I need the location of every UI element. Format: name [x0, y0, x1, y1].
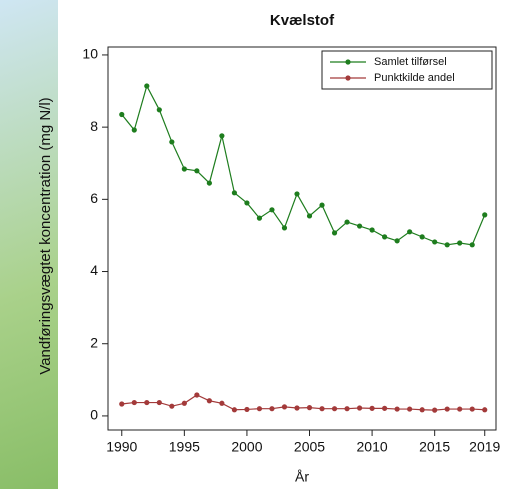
x-tick-label: 2000: [231, 439, 262, 455]
data-point: [231, 190, 238, 196]
data-point: [131, 399, 137, 406]
data-point: [206, 398, 212, 404]
data-point: [181, 400, 187, 406]
data-point: [219, 133, 225, 139]
y-tick-label: 2: [90, 334, 98, 350]
data-point: [156, 399, 162, 406]
data-point: [269, 207, 275, 213]
data-point: [319, 406, 325, 412]
data-point: [394, 238, 400, 244]
data-point: [469, 406, 475, 412]
x-tick-label: 1995: [169, 439, 200, 455]
data-point: [306, 213, 313, 219]
data-point: [256, 215, 263, 221]
y-tick-label: 6: [90, 190, 98, 206]
data-point: [194, 392, 200, 398]
data-point: [144, 83, 150, 89]
data-point: [457, 406, 463, 412]
data-point: [194, 168, 200, 174]
y-tick-label: 10: [82, 46, 98, 62]
data-point: [407, 406, 413, 412]
data-point: [169, 139, 175, 145]
data-point: [331, 230, 338, 236]
data-point: [457, 240, 463, 246]
data-point: [119, 111, 125, 118]
data-point: [244, 406, 250, 413]
y-tick-label: 8: [90, 118, 98, 134]
data-point: [169, 403, 175, 409]
data-point: [206, 180, 212, 186]
data-point: [331, 406, 338, 412]
data-point: [382, 405, 388, 411]
data-point: [432, 239, 438, 245]
y-axis-label: Vandføringsvægtet koncentration (mg N/l): [37, 97, 54, 374]
data-point: [281, 404, 288, 410]
y-tick-label: 0: [90, 407, 98, 423]
data-point: [407, 229, 413, 235]
data-point: [219, 400, 225, 406]
data-point: [344, 406, 350, 412]
chart-title: Kvælstof: [270, 12, 335, 29]
data-point: [281, 225, 288, 231]
data-point: [444, 406, 450, 412]
data-point: [382, 234, 388, 240]
data-point: [432, 407, 438, 413]
data-point: [394, 406, 400, 412]
x-axis-label: År: [295, 469, 309, 485]
data-point: [306, 405, 313, 411]
y-tick-label: 4: [90, 262, 98, 278]
data-point: [344, 219, 350, 225]
data-point: [369, 227, 375, 233]
data-point: [482, 212, 488, 218]
x-tick-label: 2019: [469, 439, 500, 455]
data-point: [419, 407, 425, 413]
data-point: [131, 127, 137, 133]
data-point: [119, 401, 125, 407]
data-point: [144, 399, 150, 406]
data-point: [469, 242, 475, 248]
x-tick-label: 1990: [106, 439, 137, 455]
data-point: [294, 191, 300, 197]
data-point: [319, 202, 325, 208]
data-point: [482, 407, 488, 413]
legend-marker: [345, 75, 351, 81]
data-point: [444, 242, 450, 248]
x-tick-label: 2015: [419, 439, 450, 455]
data-point: [369, 405, 375, 411]
data-point: [256, 406, 263, 412]
legend-marker: [345, 59, 351, 65]
data-point: [231, 407, 238, 413]
data-point: [244, 200, 250, 206]
data-point: [269, 406, 275, 412]
x-tick-label: 2005: [294, 439, 325, 455]
data-point: [156, 107, 162, 113]
data-point: [181, 166, 187, 172]
legend-box: [321, 50, 493, 90]
legend-label: Punktkilde andel: [374, 72, 455, 84]
plot-frame: [107, 46, 497, 431]
data-point: [356, 223, 363, 229]
data-point: [356, 405, 363, 411]
data-point: [294, 405, 300, 411]
x-tick-label: 2010: [357, 439, 388, 455]
legend-label: Samlet tilførsel: [374, 56, 447, 68]
data-point: [419, 234, 425, 240]
